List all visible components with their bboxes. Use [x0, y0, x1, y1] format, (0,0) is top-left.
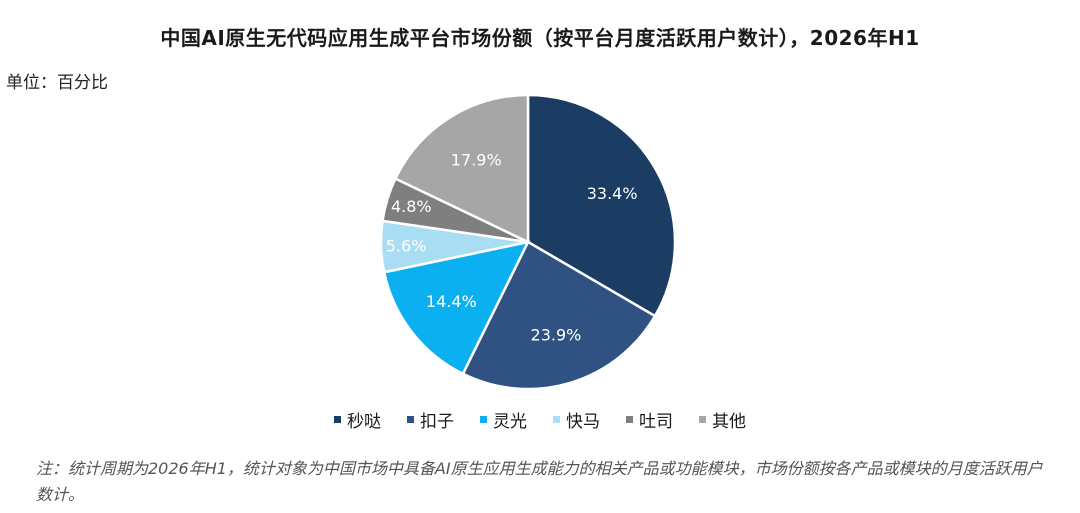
chart-legend: 秒哒 扣子 灵光 快马 吐司 其他	[0, 407, 1080, 432]
legend-swatch-3	[480, 416, 487, 423]
legend-item-3: 灵光	[480, 407, 527, 432]
pie-label-6: 17.9%	[451, 150, 502, 169]
pie-label-3: 14.4%	[426, 292, 477, 311]
legend-swatch-4	[553, 416, 560, 423]
legend-label-3: 灵光	[493, 412, 527, 432]
legend-item-4: 快马	[553, 407, 600, 432]
legend-swatch-5	[626, 416, 633, 423]
legend-label-2: 扣子	[420, 412, 454, 432]
pie-label-1: 33.4%	[587, 184, 638, 203]
pie-slice-1	[526, 93, 677, 318]
legend-item-6: 其他	[699, 407, 746, 432]
legend-item-2: 扣子	[407, 407, 454, 432]
legend-swatch-1	[334, 416, 341, 423]
pie-slice-6	[393, 93, 530, 244]
legend-swatch-2	[407, 416, 414, 423]
legend-label-1: 秒哒	[347, 412, 381, 432]
legend-item-1: 秒哒	[334, 407, 381, 432]
unit-label: 单位：百分比	[6, 73, 108, 93]
legend-label-4: 快马	[566, 412, 600, 432]
pie-slice-3	[382, 240, 531, 376]
footnote: 注：统计周期为2026年H1，统计对象为中国市场中具备AI原生应用生成能力的相关…	[36, 459, 1043, 504]
legend-swatch-6	[699, 416, 706, 423]
legend-item-5: 吐司	[626, 407, 673, 432]
chart-title: 中国AI原生无代码应用生成平台市场份额（按平台月度活跃用户数计），2026年H1	[160, 26, 920, 50]
legend-label-6: 其他	[712, 412, 746, 432]
pie-label-4: 5.6%	[386, 236, 427, 255]
pie-label-5: 4.8%	[391, 197, 432, 216]
legend-label-5: 吐司	[639, 412, 673, 432]
pie-label-2: 23.9%	[531, 325, 582, 344]
